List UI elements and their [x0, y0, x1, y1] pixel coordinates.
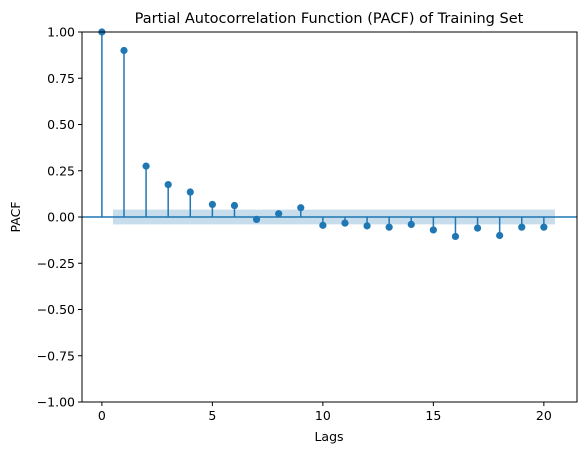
marker-lag-16: [451, 232, 460, 241]
marker-lag-8: [275, 210, 283, 218]
marker-lag-3: [164, 181, 172, 189]
marker-lag-19: [518, 223, 526, 231]
y-tick-label: 0.25: [47, 163, 75, 178]
axes: 0 5 10 15 20 −1.00 −0.75 −0.50 −0.25 0.00 0.25 0.50…: [37, 25, 578, 423]
plot-area: [82, 28, 577, 241]
x-tick-label: 0: [98, 408, 106, 423]
marker-lag-11: [341, 219, 349, 227]
y-tick-label: −0.25: [37, 256, 75, 271]
y-tick-label: −0.75: [37, 348, 75, 363]
x-tick-label: 20: [536, 408, 552, 423]
marker-lag-17: [473, 224, 482, 232]
marker-lag-2: [142, 162, 150, 170]
marker-lag-6: [230, 201, 239, 210]
marker-lag-20: [540, 223, 548, 231]
marker-lag-1: [120, 46, 128, 55]
marker-lag-12: [363, 222, 371, 230]
x-tick-label: 10: [315, 408, 331, 423]
y-tick-label: −1.00: [37, 395, 75, 410]
y-tick-label: 1.00: [47, 25, 75, 40]
y-tick-label: −0.50: [37, 302, 75, 317]
marker-lag-15: [429, 226, 437, 234]
marker-lag-18: [496, 231, 504, 240]
y-axis-label: PACF: [8, 202, 23, 233]
y-tick-label: 0.75: [47, 71, 75, 86]
marker-lag-14: [407, 220, 415, 228]
marker-lag-7: [252, 215, 261, 224]
marker-lag-10: [319, 221, 327, 229]
x-tick-label: 15: [425, 408, 441, 423]
marker-lag-13: [385, 223, 393, 231]
chart-title: Partial Autocorrelation Function (PACF) …: [135, 11, 524, 27]
y-tick-label: 0.50: [47, 117, 75, 132]
y-tick-label: 0.00: [47, 210, 75, 225]
marker-lag-9: [297, 204, 305, 212]
x-axis-label: Lags: [314, 429, 343, 444]
marker-lag-4: [186, 188, 194, 196]
marker-lag-5: [208, 200, 216, 209]
x-tick-label: 5: [208, 408, 216, 423]
